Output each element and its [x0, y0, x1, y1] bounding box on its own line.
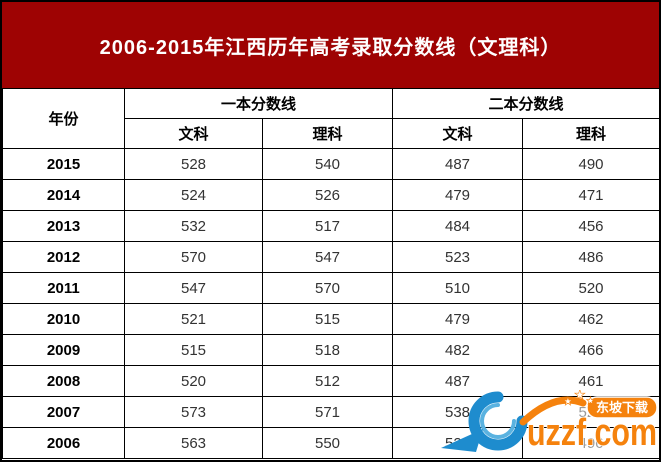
score-cell: 528: [124, 148, 263, 180]
score-cell: 571: [261, 396, 394, 428]
table-row-2012: 2012 570 547 523 486: [2, 241, 659, 273]
table-row-2006: 2006 563 550 520 496: [2, 427, 659, 459]
score-cell: 484: [392, 210, 524, 242]
year-cell: 2011: [2, 272, 125, 304]
score-cell: 550: [261, 427, 394, 459]
score-cell: 547: [124, 272, 263, 304]
score-cell: 512: [261, 365, 394, 397]
score-cell: 456: [522, 210, 659, 242]
page-title: 2006-2015年江西历年高考录取分数线（文理科）: [99, 36, 562, 59]
table-row-2010: 2010 521 515 479 462: [2, 303, 659, 335]
score-cell-obscured: 521: [522, 396, 659, 428]
year-cell: 2009: [2, 334, 125, 366]
score-cell: 515: [124, 334, 263, 366]
score-cell: 540: [261, 148, 394, 180]
year-column-header: 年份: [2, 88, 125, 149]
year-cell: 2014: [2, 179, 125, 211]
score-cell: 461: [522, 365, 659, 397]
score-cell: 520: [124, 365, 263, 397]
table-row-2014: 2014 524 526 479 471: [2, 179, 659, 211]
score-cell: 466: [522, 334, 659, 366]
score-cell: 487: [392, 365, 524, 397]
table-row-2015: 2015 528 540 487 490: [2, 148, 659, 180]
table-row-2013: 2013 532 517 484 456: [2, 210, 659, 242]
score-cell: 490: [522, 148, 659, 180]
tier1-arts-header: 文科: [124, 118, 263, 149]
score-cell: 521: [124, 303, 263, 335]
table-row-2007: 2007 573 571 538 521: [2, 396, 659, 428]
score-cell: 486: [522, 241, 659, 273]
score-cell: 479: [392, 179, 524, 211]
score-cell: 471: [522, 179, 659, 211]
year-cell: 2015: [2, 148, 125, 180]
score-cell-faded: 496: [522, 427, 659, 459]
score-cell: 570: [261, 272, 394, 304]
score-cell: 518: [261, 334, 394, 366]
table-row-2008: 2008 520 512 487 461: [2, 365, 659, 397]
tier2-science-header: 理科: [522, 118, 659, 149]
tier1-science-header: 理科: [261, 118, 394, 149]
tier2-arts-header: 文科: [392, 118, 524, 149]
score-cell: 538: [392, 396, 524, 428]
year-cell: 2012: [2, 241, 125, 273]
header-row-subjects: 文科 理科 文科 理科: [3, 118, 659, 149]
score-cell: 520: [392, 427, 524, 459]
score-cell: 524: [124, 179, 263, 211]
score-cell: 520: [522, 272, 659, 304]
title-bar: 2006-2015年江西历年高考录取分数线（文理科）: [2, 2, 659, 88]
score-cell: 526: [261, 179, 394, 211]
score-cell: 510: [392, 272, 524, 304]
table-row-2011: 2011 547 570 510 520: [2, 272, 659, 304]
year-cell: 2006: [2, 427, 125, 459]
score-cell: 517: [261, 210, 394, 242]
score-cell: 523: [392, 241, 524, 273]
score-cell: 515: [261, 303, 394, 335]
score-cell: 570: [124, 241, 263, 273]
score-cell: 462: [522, 303, 659, 335]
score-cell: 547: [261, 241, 394, 273]
year-cell: 2010: [2, 303, 125, 335]
year-cell: 2008: [2, 365, 125, 397]
tier1-group-header: 一本分数线: [123, 88, 394, 119]
score-table: 年份 一本分数线 二本分数线 文科 理科 文科 理科 2015 528 540 …: [2, 88, 659, 459]
year-cell: 2007: [2, 396, 125, 428]
score-cell: 487: [392, 148, 524, 180]
table-row-2009: 2009 515 518 482 466: [2, 334, 659, 366]
score-cell: 479: [392, 303, 524, 335]
year-cell: 2013: [2, 210, 125, 242]
score-cell: 532: [124, 210, 263, 242]
score-cell: 563: [124, 427, 263, 459]
tier2-group-header: 二本分数线: [392, 88, 659, 119]
score-cell: 573: [124, 396, 263, 428]
header-row-groups: 年份 一本分数线 二本分数线: [2, 88, 659, 149]
score-cell: 482: [392, 334, 524, 366]
